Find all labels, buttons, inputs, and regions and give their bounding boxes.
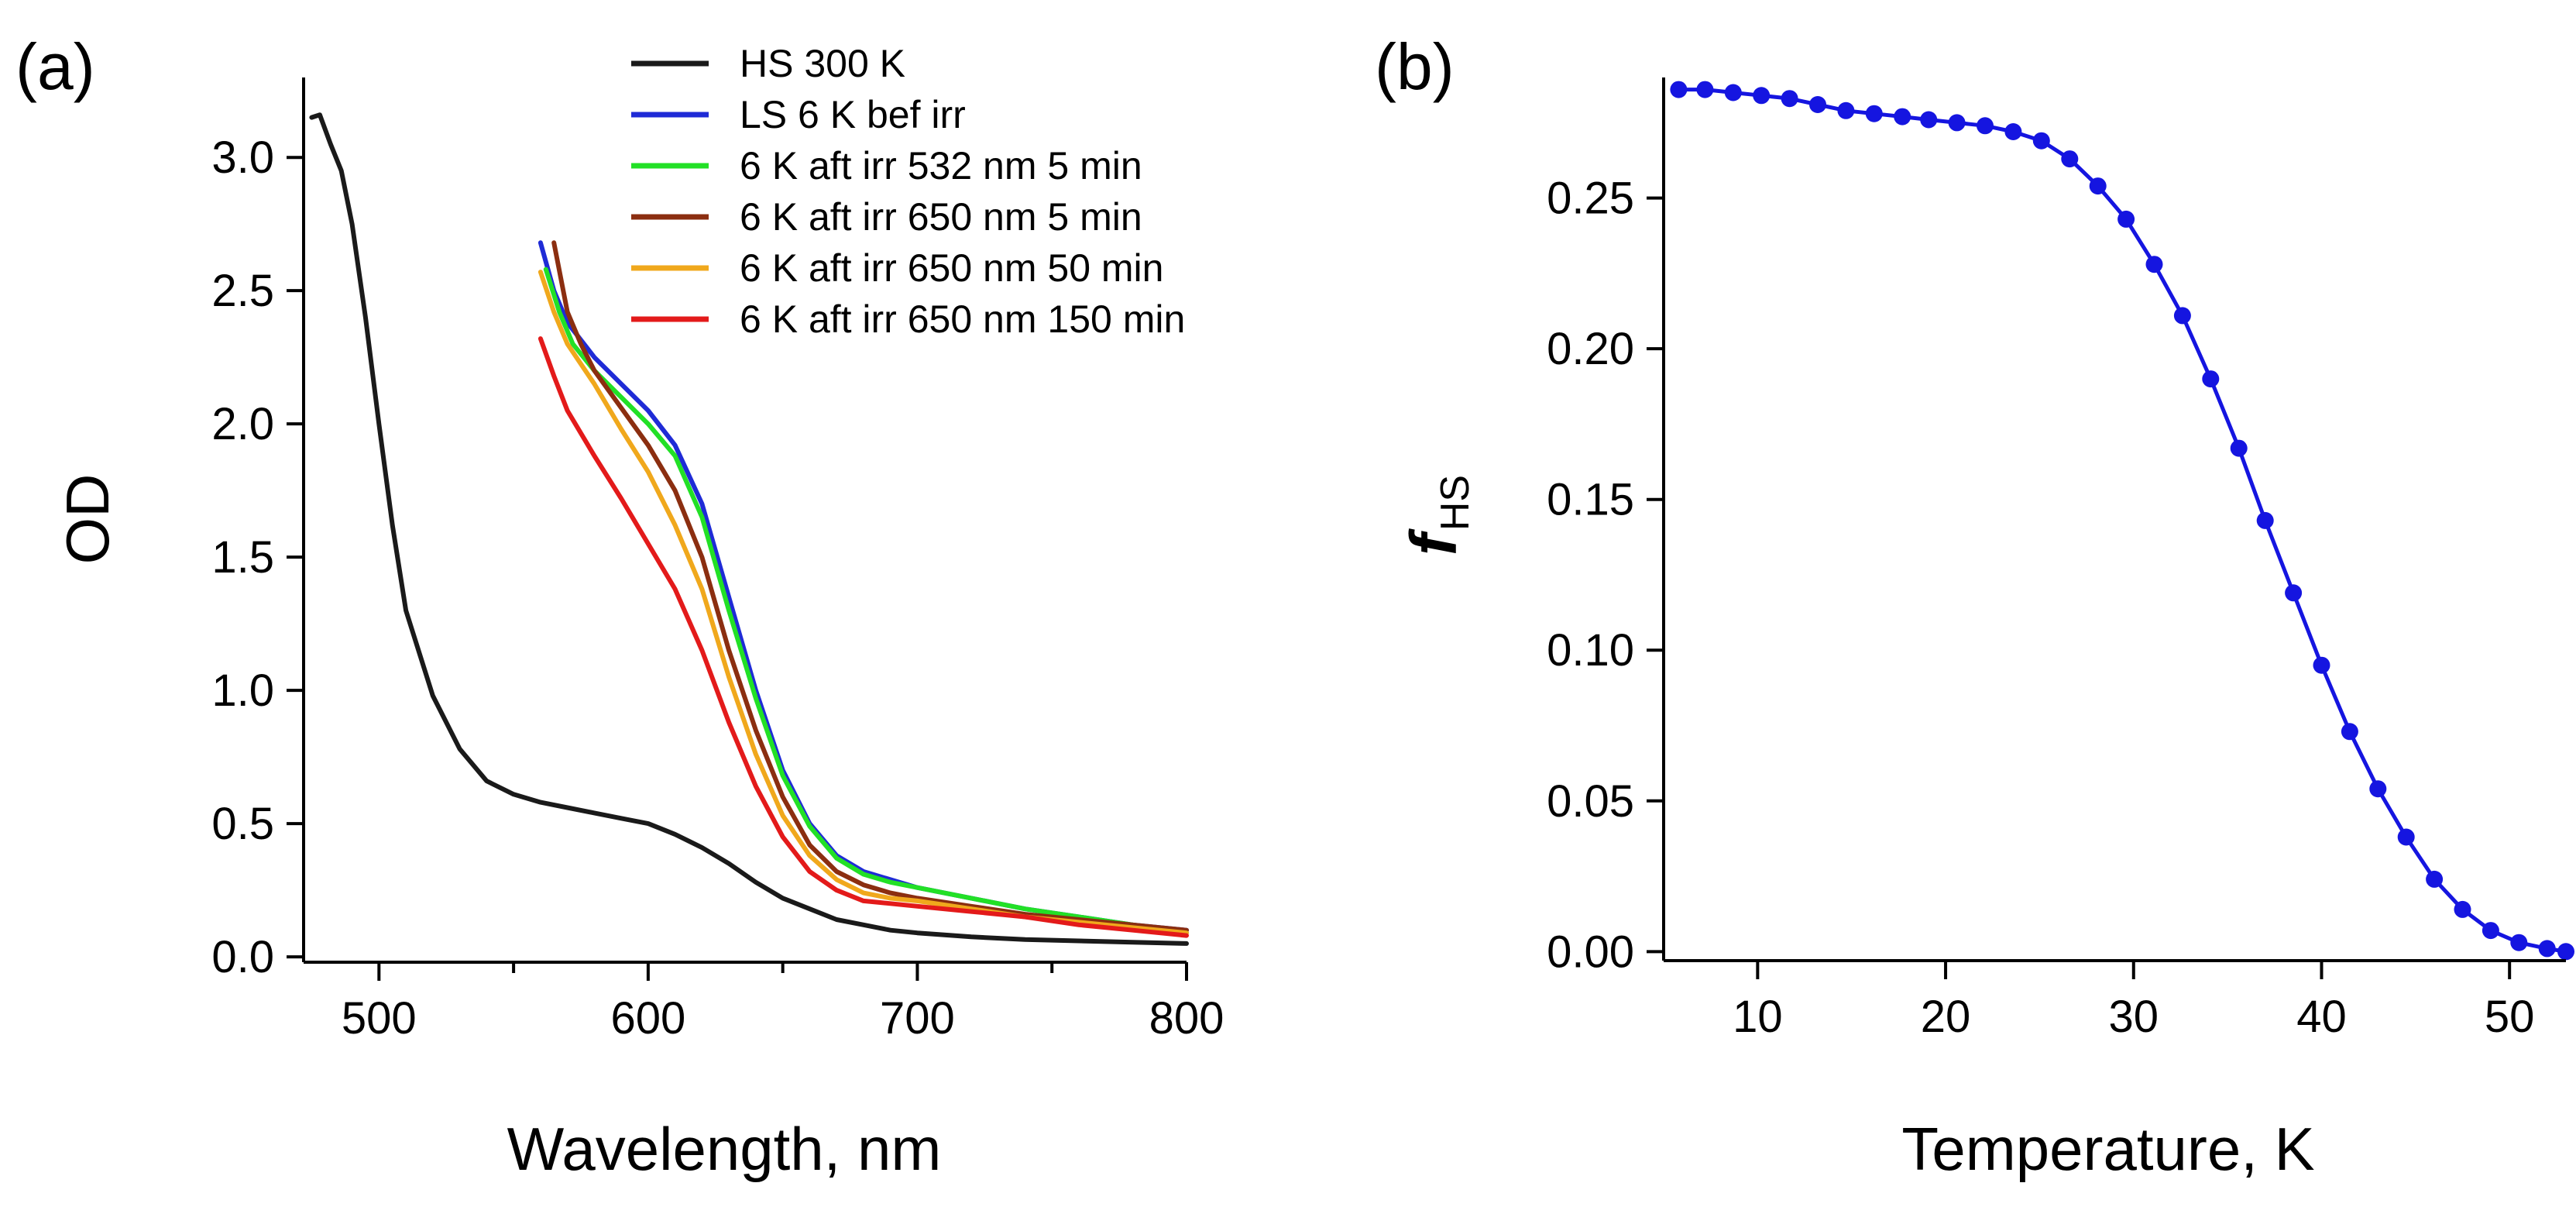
- b-x-tick-label-1: 20: [1921, 992, 1971, 1042]
- panel-a-y-title: OD: [53, 474, 122, 565]
- panel-a-label: (a): [15, 30, 95, 103]
- b-data-point-23: [2313, 656, 2330, 674]
- panel-a: (a) 0.0 0.5 1.0 1.5 2.0 2.5 3.0 500 600 700 800 O…: [15, 30, 1224, 1183]
- b-data-point-12: [2004, 123, 2022, 140]
- b-y-tick-label-0: 0.00: [1547, 927, 1634, 977]
- b-data-point-28: [2454, 900, 2471, 918]
- b-x-tick-label-4: 50: [2485, 992, 2535, 1042]
- b-data-point-11: [1977, 117, 1994, 135]
- panel-a-y-ticks: 0.0 0.5 1.0 1.5 2.0 2.5 3.0: [211, 132, 304, 982]
- b-x-tick-label-0: 10: [1733, 992, 1783, 1042]
- b-data-point-8: [1894, 108, 1911, 126]
- b-y-tick-label-3: 0.15: [1547, 475, 1634, 525]
- b-data-point-15: [2089, 177, 2107, 195]
- b-data-point-20: [2230, 439, 2248, 457]
- b-data-point-32: [2557, 943, 2574, 961]
- a-series-line-4: [538, 270, 1189, 936]
- b-y-tick-label-4: 0.20: [1547, 324, 1634, 374]
- b-data-point-0: [1670, 81, 1688, 98]
- b-data-point-13: [2032, 132, 2050, 150]
- panel-a-legend: HS 300 K LS 6 K bef irr 6 K aft irr 532 nm…: [631, 42, 1185, 341]
- b-data-point-18: [2173, 307, 2191, 325]
- a-y-tick-label-2: 1.0: [211, 665, 274, 716]
- b-data-point-27: [2426, 870, 2444, 888]
- b-data-point-7: [1865, 105, 1883, 122]
- a-y-tick-label-6: 3.0: [211, 132, 274, 183]
- legend-label-4: 6 K aft irr 650 nm 50 min: [740, 246, 1163, 290]
- b-data-point-14: [2061, 150, 2079, 168]
- b-data-point-25: [2369, 780, 2387, 798]
- a-y-tick-label-1: 0.5: [211, 799, 274, 849]
- b-data-point-10: [1948, 114, 1966, 132]
- a-y-tick-label-3: 1.5: [211, 532, 274, 583]
- b-data-point-31: [2538, 940, 2556, 958]
- b-data-point-9: [1920, 111, 1938, 129]
- b-y-tick-label-2: 0.10: [1547, 625, 1634, 676]
- legend-label-1: LS 6 K bef irr: [740, 93, 966, 136]
- panel-b-x-title: Temperature, K: [1901, 1115, 2314, 1183]
- panel-a-x-title: Wavelength, nm: [507, 1115, 942, 1183]
- panel-b-y-title: fHS: [1397, 475, 1478, 555]
- b-x-tick-label-2: 30: [2109, 992, 2159, 1042]
- a-y-tick-label-4: 2.0: [211, 399, 274, 449]
- legend-label-0: HS 300 K: [740, 42, 905, 85]
- a-x-tick-label-0: 500: [342, 993, 417, 1044]
- panel-b-y-ticks: 0.00 0.05 0.10 0.15 0.20 0.25: [1547, 174, 1664, 977]
- b-x-tick-label-3: 40: [2296, 992, 2347, 1042]
- panel-b: (b) 0.000.050.100.150.200.25 10 20 30 40 50 …: [1375, 30, 2574, 1183]
- a-series-line-0: [309, 112, 1189, 946]
- legend-label-5: 6 K aft irr 650 nm 150 min: [740, 297, 1185, 341]
- b-data-point-19: [2202, 370, 2220, 388]
- a-x-tick-label-2: 700: [880, 993, 955, 1044]
- a-series-line-2: [543, 267, 1189, 936]
- a-y-tick-label-5: 2.5: [211, 266, 274, 316]
- a-x-tick-label-1: 600: [610, 993, 685, 1044]
- b-data-point-16: [2117, 210, 2135, 228]
- panel-b-x-ticks: 10 20 30 40 50: [1733, 961, 2534, 1042]
- b-data-point-29: [2482, 922, 2499, 940]
- b-data-point-24: [2341, 723, 2358, 741]
- b-data-point-21: [2256, 511, 2274, 529]
- b-data-point-5: [1809, 96, 1826, 113]
- legend-label-3: 6 K aft irr 650 nm 5 min: [740, 195, 1142, 239]
- panel-a-x-ticks: 500 600 700 800: [342, 962, 1224, 1044]
- legend-label-2: 6 K aft irr 532 nm 5 min: [740, 144, 1142, 187]
- panel-a-series: [309, 112, 1189, 946]
- b-data-point-17: [2145, 256, 2163, 273]
- b-data-point-2: [1724, 84, 1742, 101]
- panel-b-series: [1670, 81, 2574, 961]
- b-data-point-6: [1837, 101, 1855, 119]
- b-data-point-4: [1781, 90, 1798, 108]
- b-y-tick-label-1: 0.05: [1547, 776, 1634, 827]
- panel-b-label: (b): [1375, 30, 1455, 103]
- b-data-point-22: [2285, 584, 2303, 602]
- b-data-point-26: [2397, 828, 2415, 846]
- b-data-point-3: [1753, 87, 1771, 105]
- b-data-point-30: [2510, 934, 2528, 951]
- a-series-line-3: [551, 240, 1189, 933]
- a-series-line-1: [538, 240, 1189, 933]
- a-y-tick-label-0: 0.0: [211, 932, 274, 982]
- b-data-point-1: [1696, 81, 1714, 98]
- a-series-line-5: [538, 336, 1189, 938]
- a-x-tick-label-3: 800: [1149, 993, 1224, 1044]
- panel-b-y-title-main: f: [1397, 528, 1470, 555]
- b-y-tick-label-5: 0.25: [1547, 174, 1634, 224]
- panel-b-y-title-sub: HS: [1433, 475, 1478, 531]
